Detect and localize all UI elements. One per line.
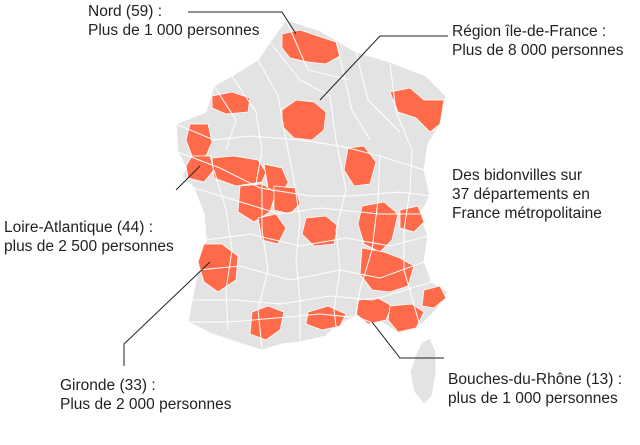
dept-moselle-bas-rhin: [389, 87, 445, 133]
summary-line-2: 37 départements en: [452, 186, 590, 203]
callout-nord-value: Plus de 1 000 personnes: [88, 22, 260, 39]
dept-sarthe-loir: [211, 155, 267, 187]
summary-text: Des bidonvilles sur 37 départements en F…: [452, 166, 602, 223]
leader-lines: [123, 11, 448, 366]
callout-idf-value: Plus de 8 000 personnes: [452, 42, 624, 59]
callout-idf-title: Région île-de-France :: [452, 23, 607, 40]
dept-savoie: [399, 205, 425, 233]
callout-bdr-title: Bouches-du-Rhône (13) :: [448, 371, 623, 388]
dept-puy-de-dome: [301, 215, 339, 247]
callout-loire-atlantique: Loire-Atlantique (44) : plus de 2 500 pe…: [4, 218, 174, 256]
dept-nord: [281, 29, 341, 65]
callout-gironde-value: Plus de 2 000 personnes: [60, 396, 232, 413]
leader-gironde: [123, 261, 211, 366]
leader-idf: [319, 35, 448, 101]
dept-var: [387, 303, 425, 333]
callout-nord: Nord (59) : Plus de 1 000 personnes: [88, 2, 259, 40]
callout-ile-de-france: Région île-de-France : Plus de 8 000 per…: [452, 22, 623, 60]
dept-cote-d-or: [343, 145, 377, 187]
callout-gironde-title: Gironde (33) :: [60, 377, 156, 394]
callout-loire-value: plus de 2 500 personnes: [4, 238, 174, 255]
leader-loire: [175, 165, 201, 191]
leader-nord: [188, 11, 297, 35]
dept-ille-et-vilaine: [185, 123, 213, 157]
corsica: [409, 337, 437, 405]
callout-bouches-du-rhone: Bouches-du-Rhône (13) : plus de 1 000 pe…: [448, 370, 622, 408]
callout-gironde: Gironde (33) : Plus de 2 000 personnes: [60, 376, 231, 414]
dept-drome-ardeche: [359, 247, 415, 293]
callout-bdr-value: plus de 1 000 personnes: [448, 390, 618, 407]
callout-loire-title: Loire-Atlantique (44) :: [4, 219, 154, 236]
leader-bdr: [371, 321, 444, 359]
department-borders: [175, 19, 433, 349]
dept-loire-atlantique: [185, 155, 215, 183]
dept-alpes-maritimes: [421, 285, 447, 309]
summary-line-1: Des bidonvilles sur: [452, 167, 583, 184]
summary-line-3: France métropolitaine: [452, 205, 602, 222]
callout-nord-title: Nord (59) :: [88, 3, 163, 20]
dept-ile-de-france: [281, 99, 327, 141]
